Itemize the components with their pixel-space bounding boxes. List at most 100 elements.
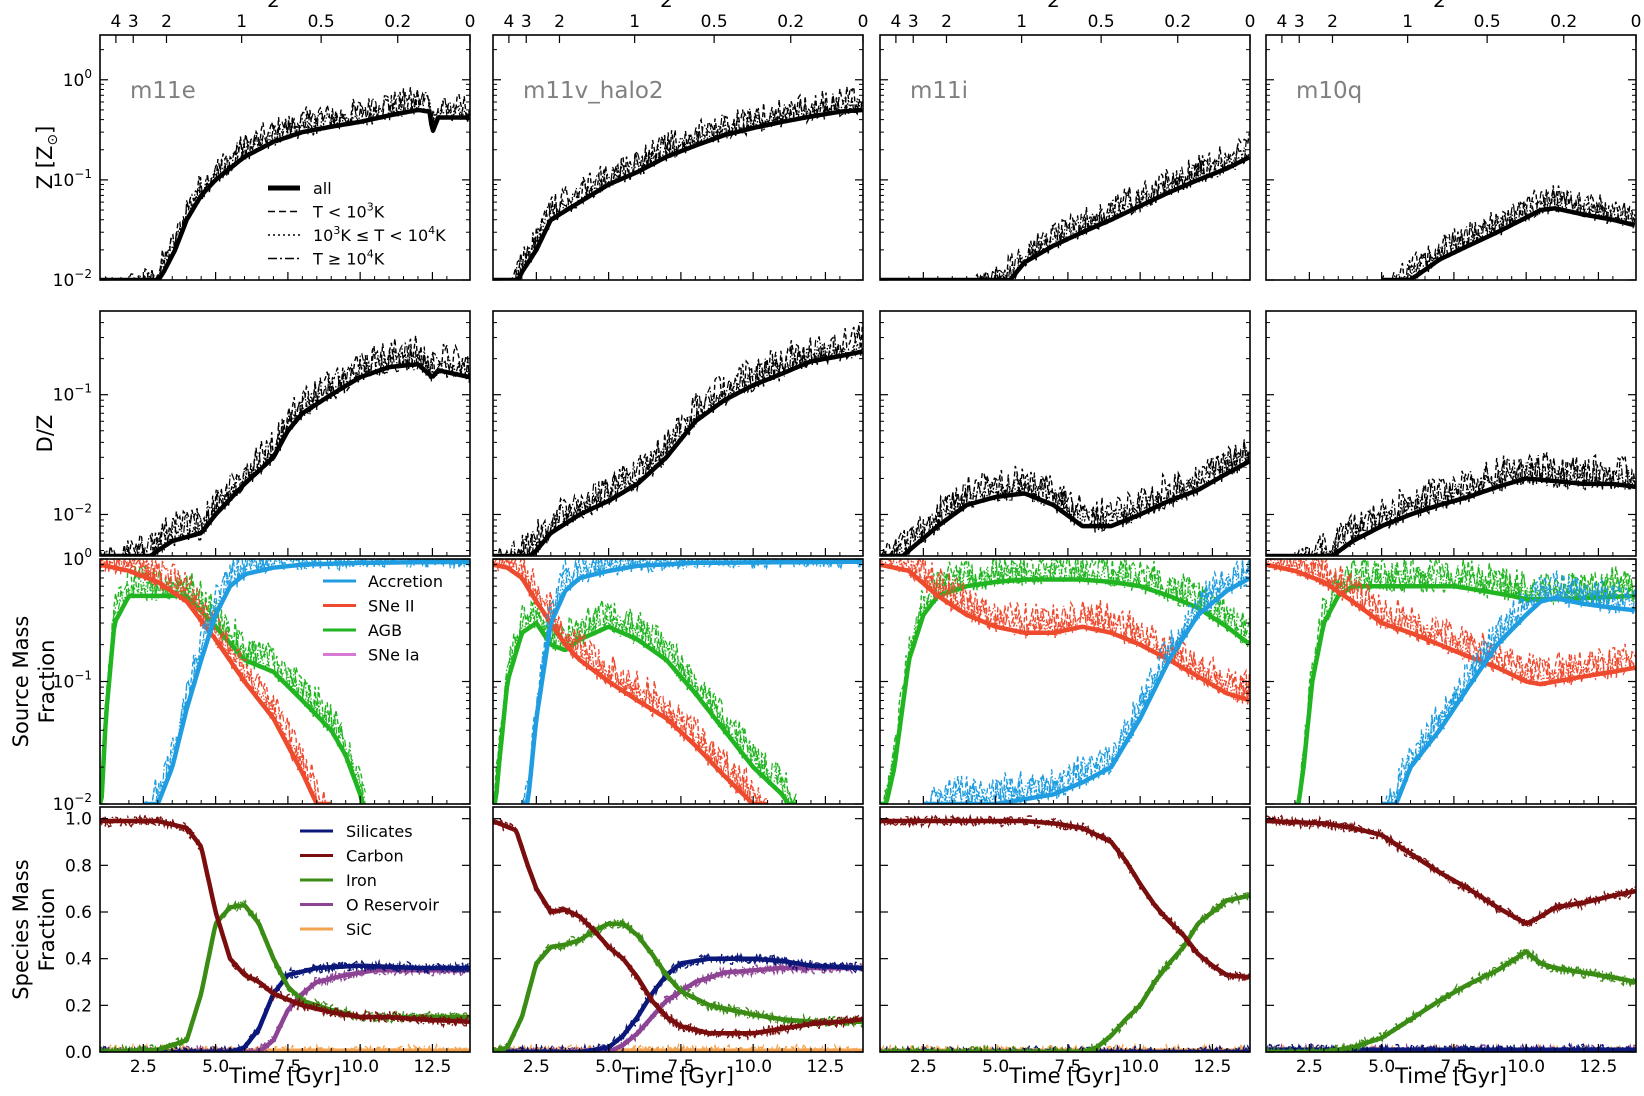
series-metallicity-all-line: [100, 107, 470, 280]
series-species-iron-warm-line: [1266, 948, 1636, 1052]
series-dust-to-metals-all-line: [1266, 476, 1636, 556]
y-tick-label: 0.0: [65, 1043, 92, 1063]
legend-label: Iron: [346, 871, 377, 890]
series-source-agb-m11i: [880, 559, 1250, 804]
y-tick-label: 100: [63, 67, 92, 91]
z-tick-label: 2: [1327, 12, 1338, 32]
series-dust-to-metals-hot-line: [1266, 453, 1636, 556]
series-source-accretion-hot-line: [1381, 575, 1636, 804]
series-source-agb-all-line: [1294, 583, 1636, 804]
panel-frame: [492, 34, 864, 281]
y-axis-label: Fraction: [35, 888, 59, 972]
series-species-carbon-warm-line: [493, 820, 863, 1038]
series-metallicity-hot-line: [1381, 187, 1636, 280]
series-dust-to-metals-m11i: [880, 439, 1250, 556]
z-tick-label: 0.2: [777, 12, 804, 32]
x-tick-label: 2.5: [910, 1057, 937, 1077]
panel-frame: [492, 310, 864, 557]
panel-frame: [879, 34, 1251, 281]
series-species-iron-cold-line: [1266, 949, 1636, 1052]
series-source-accretion-cold-line: [521, 559, 863, 804]
z-tick-label: 0.2: [1550, 12, 1577, 32]
y-tick-label: 10−1: [53, 167, 92, 191]
z-tick-label: 0: [465, 12, 476, 32]
legend-label: all: [313, 179, 332, 198]
z-tick-label: 3: [521, 12, 532, 32]
series-metallicity-all-line: [493, 107, 863, 280]
series-source-sne_ii-all-line: [1266, 562, 1636, 687]
series-species-silicates-m11v_halo2: [493, 951, 863, 1052]
series-species-carbon-hot-line: [100, 814, 470, 1027]
x-axis-label: Time [Gyr]: [1394, 1064, 1507, 1088]
x-tick-label: 7.5: [274, 1057, 301, 1077]
series-source-agb-cold-line: [880, 559, 1250, 804]
z-tick-label: 2: [554, 12, 565, 32]
series-species-o_reservoir-all-line: [493, 965, 863, 1052]
legend-label: T ≥ 104K: [312, 248, 385, 269]
series-species-silicates-cold-line: [100, 958, 470, 1052]
series-species-carbon-hot-line: [880, 814, 1250, 983]
simulation-name: m10q: [1296, 78, 1362, 104]
x-tick-label: 12.5: [413, 1057, 451, 1077]
series-dust-to-metals-all-line: [100, 361, 470, 556]
z-tick-label: 3: [1294, 12, 1305, 32]
x-tick-label: 12.5: [1193, 1057, 1231, 1077]
x-tick-label: 12.5: [806, 1057, 844, 1077]
series-species-iron-hot-line: [880, 891, 1250, 1052]
series-species-o_reservoir-all-line: [100, 968, 470, 1052]
legend-label: Silicates: [346, 822, 413, 841]
legend-label: SiC: [346, 920, 372, 939]
z-tick-label: 4: [890, 12, 901, 32]
species-legend: Silicates Carbon Iron O Reservoir SiC: [300, 822, 439, 939]
series-species-carbon-all-line: [100, 818, 470, 1024]
series-source-agb-all-line: [493, 620, 798, 804]
series-species-o_reservoir-m11v_halo2: [493, 961, 863, 1052]
x-tick-label: 2.5: [523, 1057, 550, 1077]
series-source-accretion-cold-line: [923, 559, 1250, 804]
y-tick-label: 0.6: [65, 903, 92, 923]
z-tick-label: 0: [858, 12, 869, 32]
panel-frame: [879, 310, 1251, 557]
x-tick-label: 10.0: [1507, 1057, 1545, 1077]
series-source-accretion-m11v_halo2: [521, 559, 863, 804]
z-tick-label: 3: [908, 12, 919, 32]
series-dust-to-metals-warm-line: [100, 350, 470, 556]
series-species-o_reservoir-hot-line: [493, 961, 863, 1052]
series-source-agb-cold-line: [100, 564, 366, 804]
z-tick-label: 4: [503, 12, 514, 32]
series-species-iron-all-line: [880, 893, 1250, 1052]
series-species-carbon-hot-line: [493, 818, 863, 1039]
legend-label: SNe II: [368, 597, 415, 616]
series-metallicity-m11e: [100, 87, 470, 280]
series-metallicity-warm-line: [1381, 193, 1636, 280]
series-source-sne_ii-m11v_halo2: [493, 559, 768, 804]
z-tick-label: 1: [1016, 12, 1027, 32]
series-species-carbon-m11v_halo2: [493, 817, 863, 1041]
series-source-sne_ii-cold-line: [1266, 559, 1636, 686]
series-dust-to-metals-all-line: [880, 459, 1250, 556]
series-metallicity-hot-line: [880, 137, 1250, 280]
x-tick-label: 2.5: [1296, 1057, 1323, 1077]
series-species-carbon-hot-line: [1266, 815, 1636, 928]
x-axis-label: Time [Gyr]: [621, 1064, 734, 1088]
series-source-sne_ii-hot-line: [493, 559, 768, 804]
legend-label: O Reservoir: [346, 896, 439, 915]
x-tick-label: 5.0: [202, 1057, 229, 1077]
series-metallicity-hot-line: [100, 90, 470, 280]
simulation-name: m11v_halo2: [523, 78, 664, 104]
x-tick-label: 7.5: [1054, 1057, 1081, 1077]
legend-label: Carbon: [346, 847, 404, 866]
z-tick-label: 0: [1245, 12, 1256, 32]
series-source-agb-all-line: [100, 593, 366, 804]
series-species-carbon-all-line: [1266, 818, 1636, 926]
series-species-iron-all-line: [100, 902, 470, 1052]
y-tick-label: 0.2: [65, 996, 92, 1016]
series-species-carbon-warm-line: [880, 815, 1250, 981]
series-species-silicates-all-line: [493, 956, 863, 1052]
series-species-iron-all-line: [493, 921, 863, 1052]
series-source-accretion-cold-line: [1381, 570, 1636, 804]
series-dust-to-metals-warm-line: [493, 340, 863, 556]
series-metallicity-warm-line: [493, 95, 863, 280]
panel-frame: [1265, 310, 1637, 557]
